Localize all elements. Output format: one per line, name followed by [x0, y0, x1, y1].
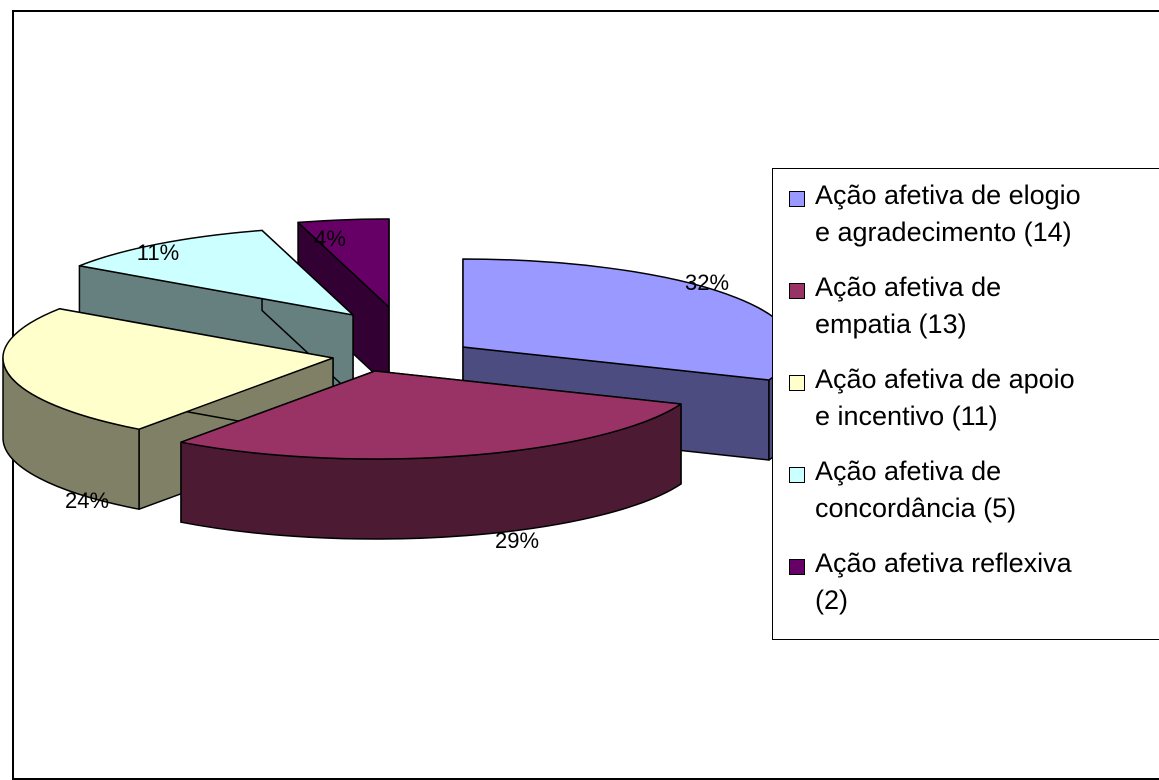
pie-slice-empatia — [180, 370, 682, 540]
pie-slice-top-reflexiva — [297, 218, 390, 308]
legend-swatch-concordancia — [789, 467, 805, 483]
legend-label-elogio: Ação afetiva de elogio e agradecimento (… — [815, 180, 1081, 247]
legend-label-apoio: Ação afetiva de apoio e incentivo (11) — [815, 364, 1075, 431]
percent-label-reflexiva: 4% — [314, 226, 346, 251]
legend-swatch-reflexiva — [789, 559, 805, 575]
pie-slice-top-apoio — [2, 308, 334, 430]
legend-label-concordancia: Ação afetiva de concordância (5) — [815, 456, 1017, 523]
percent-labels: 32% 29% 24% 11% 4% — [65, 226, 729, 553]
percent-label-apoio: 24% — [65, 488, 109, 513]
legend-swatch-empatia — [789, 283, 805, 299]
legend-label-empatia: Ação afetiva de empatia (13) — [815, 272, 1002, 339]
pie-slice-top-concordancia — [78, 229, 354, 316]
legend-swatch-elogio — [789, 191, 805, 207]
legend: Ação afetiva de elogio e agradecimento (… — [772, 168, 1159, 640]
percent-label-elogio: 32% — [685, 270, 729, 295]
percent-label-concordancia: 11% — [137, 240, 179, 265]
pie-slice-top-empatia — [180, 370, 682, 460]
legend-label-reflexiva: Ação afetiva reflexiva (2) — [815, 548, 1072, 615]
pie-slices — [2, 218, 794, 540]
percent-label-empatia: 29% — [495, 528, 539, 553]
legend-swatch-apoio — [789, 375, 805, 391]
